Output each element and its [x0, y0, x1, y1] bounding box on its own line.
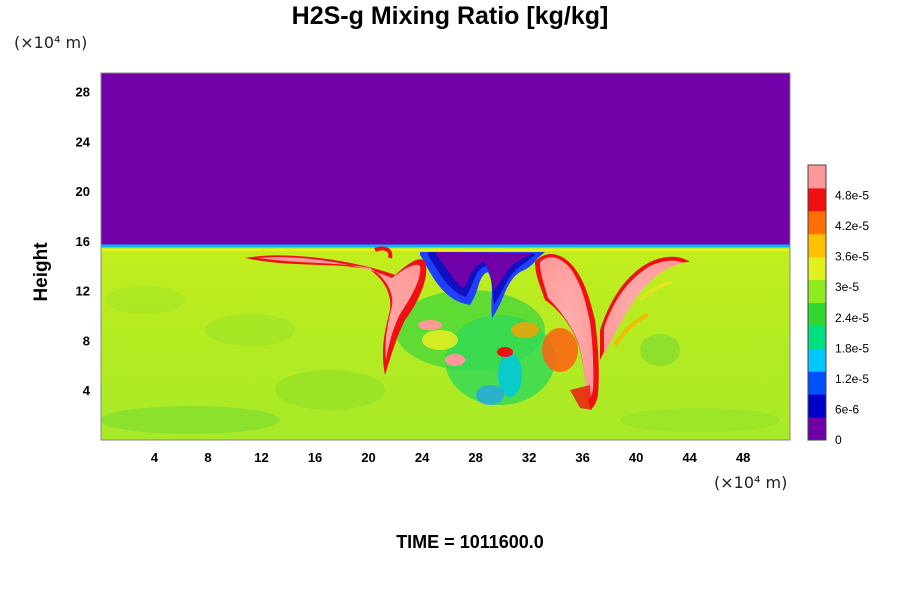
x-tick-label: 20 [361, 450, 375, 465]
chart-title: H2S-g Mixing Ratio [kg/kg] [291, 2, 609, 30]
colorbar-segment [808, 187, 826, 212]
colorbar: 0 6e-6 1.2e-5 1.8e-5 2.4e-5 3e-5 3.6e-5 4.2e-5 4… [807, 164, 869, 447]
x-tick-label: 48 [736, 450, 750, 465]
y-tick-label: 12 [76, 284, 90, 299]
colorbar-frame [807, 164, 827, 441]
colorbar-segment [808, 210, 826, 235]
y-tick-label: 24 [76, 134, 91, 149]
colorbar-tick-label: 1.8e-5 [835, 341, 869, 355]
y-tick-label: 8 [83, 333, 90, 348]
x-tick-label: 8 [204, 450, 211, 465]
colorbar-tick-label: 3e-5 [835, 280, 859, 294]
colorbar-tick-label: 0 [835, 433, 842, 447]
colorbar-segment [808, 279, 826, 303]
x-tick-label: 16 [308, 450, 322, 465]
colorbar-tick-label: 3.6e-5 [835, 250, 869, 264]
colorbar-segment [808, 371, 826, 395]
colorbar-segment [808, 417, 826, 441]
x-tick-label: 36 [575, 450, 589, 465]
y-tick-label: 16 [76, 234, 90, 249]
colorbar-segment [808, 302, 826, 326]
y-axis-unit: (×10⁴ m) [14, 33, 88, 52]
time-label: TIME = 1011600.0 [396, 532, 544, 552]
colorbar-segment [808, 348, 826, 372]
y-tick-label: 20 [76, 184, 90, 199]
colorbar-segment [808, 165, 826, 189]
colorbar-segment [808, 325, 826, 349]
colorbar-tick-label: 4.2e-5 [835, 219, 869, 233]
y-tick-label: 28 [76, 85, 90, 100]
y-tick-label: 4 [83, 383, 91, 398]
colorbar-tick-label: 2.4e-5 [835, 311, 869, 325]
colorbar-tick-label: 1.2e-5 [835, 372, 869, 386]
heatmap-field [101, 73, 790, 440]
x-tick-label: 32 [522, 450, 536, 465]
x-tick-label: 28 [468, 450, 482, 465]
colorbar-segment [808, 256, 826, 281]
x-tick-label: 44 [682, 450, 697, 465]
x-tick-label: 4 [151, 450, 159, 465]
colorbar-tick-label: 6e-6 [835, 402, 859, 416]
colorbar-segment [808, 233, 826, 258]
x-tick-label: 40 [629, 450, 643, 465]
x-tick-label: 24 [415, 450, 430, 465]
x-axis-unit: (×10⁴ m) [714, 473, 788, 492]
x-tick-label: 12 [254, 450, 268, 465]
colorbar-tick-label: 4.8e-5 [835, 189, 869, 203]
colorbar-segment [808, 394, 826, 418]
